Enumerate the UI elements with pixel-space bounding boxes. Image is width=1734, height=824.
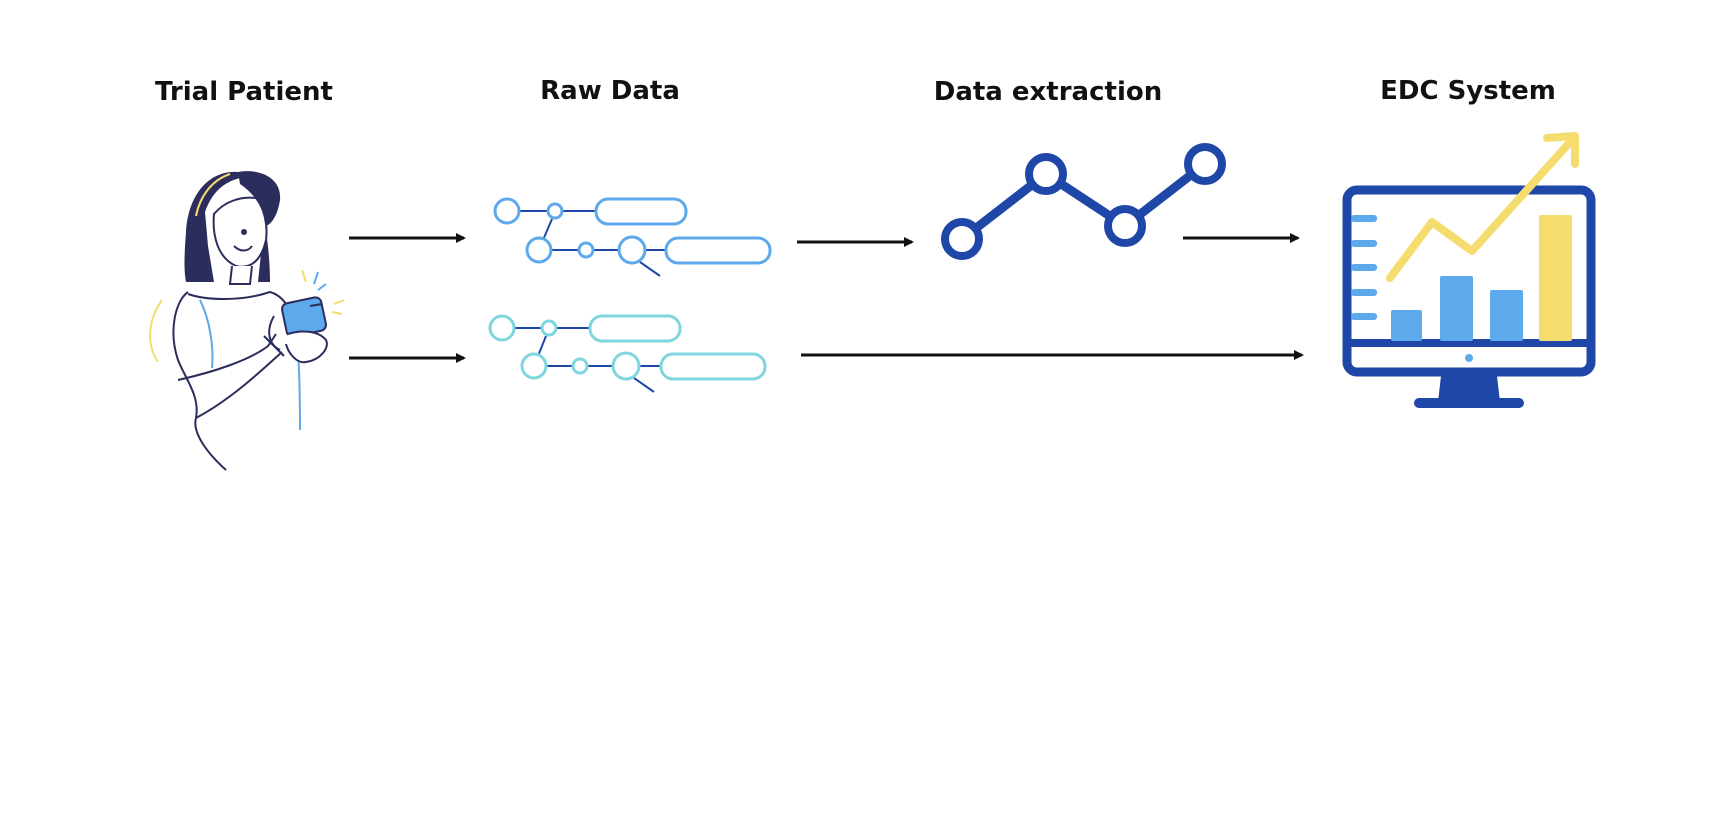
- stage-title-raw-data: Raw Data: [540, 76, 680, 106]
- stage-title-trial-patient: Trial Patient: [155, 77, 333, 107]
- monitor-analytics-icon: [1342, 132, 1596, 408]
- stage-title-edc-system: EDC System: [1380, 76, 1556, 106]
- data-nodes-icon: [493, 197, 772, 277]
- stage-title-data-extraction: Data extraction: [934, 77, 1162, 107]
- line-graph-nodes-icon: [941, 143, 1226, 260]
- patient-with-phone-icon: [149, 171, 345, 471]
- data-nodes-icon: [488, 314, 767, 393]
